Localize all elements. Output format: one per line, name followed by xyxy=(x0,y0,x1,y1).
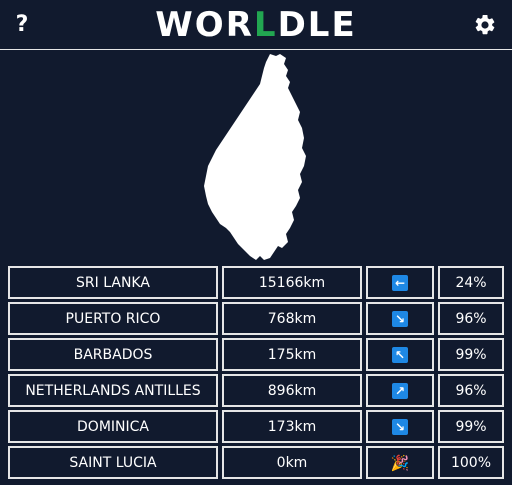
arrow-left-icon: ← xyxy=(392,274,408,291)
guess-distance: 768km xyxy=(222,302,362,335)
guess-proximity: 96% xyxy=(438,302,504,335)
arrow-up-left-icon: ↖ xyxy=(392,346,408,363)
guess-direction: ↘ xyxy=(366,410,434,443)
title-part-2: L xyxy=(253,5,278,45)
guess-country: BARBADOS xyxy=(8,338,218,371)
guess-proximity: 24% xyxy=(438,266,504,299)
guess-direction: ↘ xyxy=(366,302,434,335)
guess-distance: 0km xyxy=(222,446,362,479)
arrow-down-right-icon: ↘ xyxy=(392,418,408,435)
guess-distance: 175km xyxy=(222,338,362,371)
guess-row: NETHERLANDS ANTILLES 896km ↗ 96% xyxy=(8,374,504,407)
guess-country: DOMINICA xyxy=(8,410,218,443)
title-part-1: WOR xyxy=(155,5,254,45)
guess-row: SAINT LUCIA 0km 🎉 100% xyxy=(8,446,504,479)
guess-direction: ↗ xyxy=(366,374,434,407)
guess-proximity: 100% xyxy=(438,446,504,479)
title-part-3: DLE xyxy=(277,5,357,45)
guess-proximity: 99% xyxy=(438,410,504,443)
guess-proximity: 99% xyxy=(438,338,504,371)
guess-distance: 15166km xyxy=(222,266,362,299)
party-popper-icon: 🎉 xyxy=(390,453,410,472)
guess-proximity: 96% xyxy=(438,374,504,407)
header: ? WORLDLE xyxy=(0,0,512,50)
guess-country: PUERTO RICO xyxy=(8,302,218,335)
guess-country: SAINT LUCIA xyxy=(8,446,218,479)
guess-row: DOMINICA 173km ↘ 99% xyxy=(8,410,504,443)
guess-row: SRI LANKA 15166km ← 24% xyxy=(8,266,504,299)
arrow-down-right-icon: ↘ xyxy=(392,310,408,327)
guess-distance: 896km xyxy=(222,374,362,407)
guess-row: BARBADOS 175km ↖ 99% xyxy=(8,338,504,371)
guess-country: SRI LANKA xyxy=(8,266,218,299)
guess-distance: 173km xyxy=(222,410,362,443)
guess-country: NETHERLANDS ANTILLES xyxy=(8,374,218,407)
gear-icon xyxy=(475,14,495,35)
guess-direction: ← xyxy=(366,266,434,299)
country-silhouette xyxy=(204,54,306,260)
settings-button[interactable] xyxy=(473,13,497,37)
game-title: WORLDLE xyxy=(0,3,512,47)
guess-row: PUERTO RICO 768km ↘ 96% xyxy=(8,302,504,335)
guess-direction: 🎉 xyxy=(366,446,434,479)
guess-list: SRI LANKA 15166km ← 24% PUERTO RICO 768k… xyxy=(8,266,504,482)
arrow-up-right-icon: ↗ xyxy=(392,382,408,399)
guess-direction: ↖ xyxy=(366,338,434,371)
help-button[interactable]: ? xyxy=(15,12,29,37)
